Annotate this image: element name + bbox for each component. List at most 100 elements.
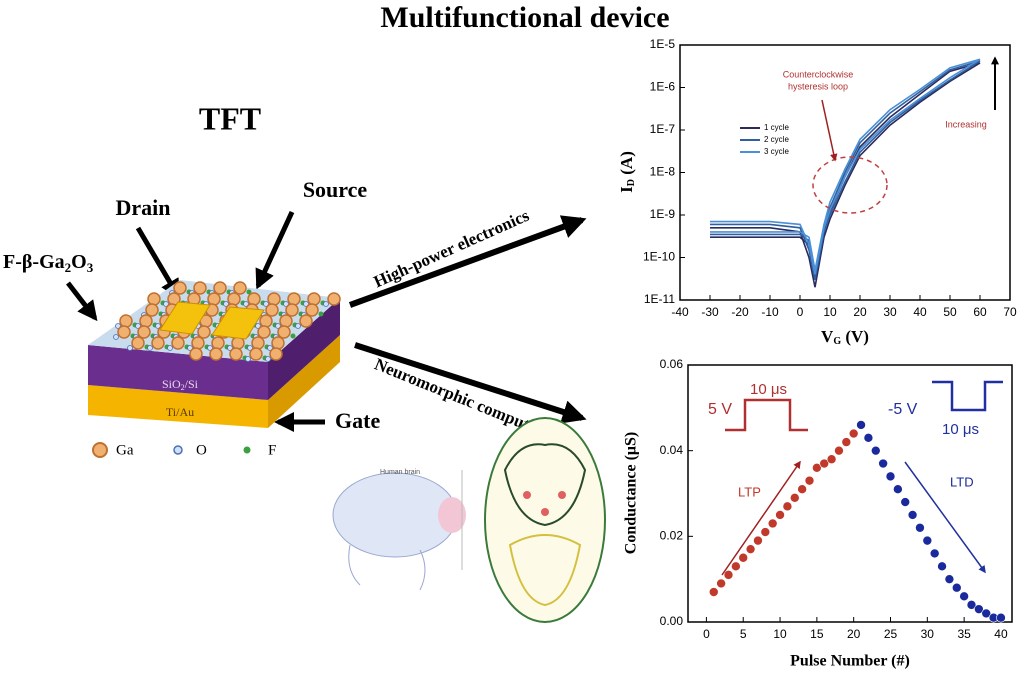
label-part: (A) bbox=[617, 151, 636, 179]
vesicle bbox=[541, 508, 549, 516]
annotation: Counterclockwise bbox=[783, 69, 854, 79]
label-part: /Si bbox=[185, 377, 199, 391]
legend-label: 1 cycle bbox=[764, 123, 789, 132]
data-point bbox=[878, 458, 888, 469]
data-point bbox=[841, 437, 852, 447]
data-point bbox=[731, 561, 741, 572]
x-tick-label: 0 bbox=[797, 305, 804, 319]
data-point bbox=[834, 445, 844, 456]
dielectric-layer bbox=[88, 345, 268, 400]
x-tick-label: 35 bbox=[957, 627, 971, 641]
dielectric-layer-side bbox=[268, 298, 340, 400]
legend-symbol bbox=[173, 445, 183, 455]
gate-layer-side bbox=[268, 335, 340, 428]
data-point bbox=[944, 574, 955, 584]
x-tick-label: 20 bbox=[853, 305, 867, 319]
annotation: Increasing bbox=[945, 119, 987, 129]
data-point bbox=[804, 475, 815, 486]
x-tick-label: -20 bbox=[731, 305, 749, 319]
atom bbox=[265, 303, 279, 317]
data-point bbox=[929, 548, 940, 559]
atom bbox=[287, 292, 301, 306]
brain-neck bbox=[348, 544, 426, 591]
neuron-cell bbox=[484, 417, 606, 623]
data-point bbox=[981, 608, 992, 619]
title: Multifunctional device bbox=[380, 1, 669, 34]
atom bbox=[209, 347, 223, 361]
conductance-chart: 0 5 10 15 20 25 30 35 40 0.00 0.02 0.04 0.06 Pulse Nu… bbox=[623, 357, 1013, 670]
legend-label: F bbox=[268, 442, 276, 458]
atom bbox=[173, 281, 187, 295]
label-part: 2 bbox=[181, 383, 185, 392]
data-point bbox=[826, 454, 837, 465]
y-tick-label: 1E-6 bbox=[650, 80, 676, 94]
y-tick-label: 0.00 bbox=[660, 614, 684, 628]
data-point bbox=[812, 462, 822, 473]
loop-marker bbox=[812, 156, 888, 214]
data-point bbox=[738, 552, 749, 563]
data-point bbox=[848, 428, 859, 439]
y-tick-label: 1E-10 bbox=[643, 250, 675, 264]
atom bbox=[245, 356, 251, 362]
atom bbox=[269, 347, 283, 361]
y-tick-label: 0.06 bbox=[660, 357, 684, 371]
x-tick-label: 30 bbox=[883, 305, 897, 319]
pulse-label: 10 μs bbox=[942, 421, 979, 438]
atom bbox=[131, 336, 145, 350]
atom bbox=[271, 336, 285, 350]
atom-legend: Ga O F bbox=[92, 442, 276, 458]
synapse bbox=[438, 497, 466, 533]
x-tick-label: 40 bbox=[913, 305, 927, 319]
data-point bbox=[753, 535, 763, 546]
data-point bbox=[870, 445, 881, 456]
atom bbox=[197, 325, 211, 339]
transfer-chart: -40 -30 -20 -10 0 10 20 30 40 50 60 70 1E-11 1E-10 1E-… bbox=[617, 37, 1017, 347]
y-tick-label: 0.04 bbox=[660, 443, 684, 457]
x-tick-label: 70 bbox=[1003, 305, 1017, 319]
source-arrow bbox=[255, 210, 295, 290]
data-point bbox=[789, 492, 800, 503]
legend-label: 3 cycle bbox=[764, 147, 789, 156]
x-tick-label: 25 bbox=[884, 627, 898, 641]
atom bbox=[227, 292, 241, 306]
data-point bbox=[856, 420, 866, 430]
atom bbox=[259, 314, 273, 328]
atom bbox=[323, 301, 329, 307]
data-point bbox=[716, 578, 726, 589]
atom bbox=[127, 345, 133, 351]
y-tick-label: 1E-7 bbox=[650, 122, 676, 136]
y-axis-label: Conductance (μS) bbox=[623, 432, 640, 554]
device-stack bbox=[88, 280, 341, 428]
x-tick-label: 10 bbox=[823, 305, 837, 319]
atom bbox=[327, 292, 341, 306]
axis-label: ID (A) bbox=[617, 151, 637, 193]
data-point bbox=[922, 535, 933, 546]
data-point bbox=[797, 484, 807, 495]
axis-label: VG (V) bbox=[821, 327, 869, 347]
label-part: 2 bbox=[65, 260, 72, 275]
data-point bbox=[915, 522, 925, 533]
trend-arrow bbox=[721, 460, 801, 576]
atom bbox=[113, 334, 119, 340]
atom bbox=[229, 347, 243, 361]
atom bbox=[189, 347, 203, 361]
pulse-waveform bbox=[725, 398, 808, 432]
x-tick-label: 20 bbox=[847, 627, 861, 641]
label-part: (V) bbox=[841, 327, 869, 346]
atom bbox=[318, 311, 324, 317]
atom bbox=[251, 336, 265, 350]
power-arrow bbox=[348, 215, 587, 308]
vesicle bbox=[558, 491, 566, 499]
data-point bbox=[900, 497, 911, 507]
x-tick-label: 5 bbox=[740, 627, 747, 641]
x-tick-label: 0 bbox=[703, 627, 710, 641]
gate-layer bbox=[88, 385, 268, 428]
annotation-arrow bbox=[821, 99, 838, 162]
atom bbox=[290, 333, 296, 339]
data-point bbox=[907, 510, 918, 520]
label-part: G bbox=[833, 336, 841, 347]
x-tick-label: 60 bbox=[973, 305, 987, 319]
data-point bbox=[723, 570, 734, 580]
